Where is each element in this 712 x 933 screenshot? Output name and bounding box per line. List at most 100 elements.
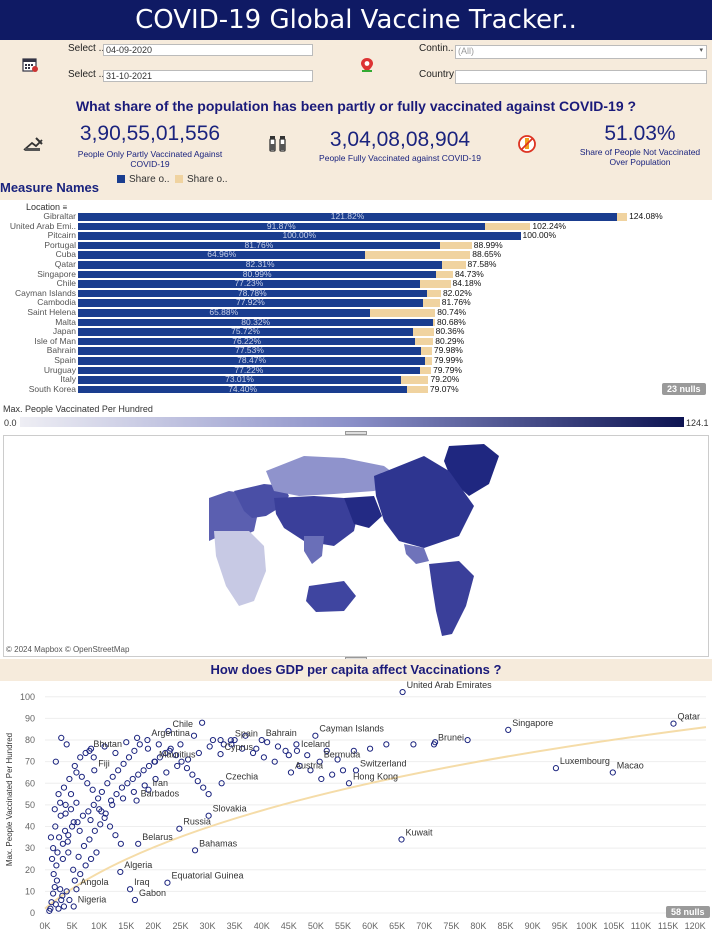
scatter-point[interactable] [366,745,374,752]
scatter-point-labeled[interactable] [165,727,172,735]
bar-partly[interactable] [369,309,436,317]
scatter-point-labeled[interactable] [205,812,212,819]
scatter-point[interactable] [101,743,108,750]
scatter-point[interactable] [109,801,116,809]
bar-fully[interactable] [78,261,443,269]
scatter-point[interactable] [131,747,138,754]
scatter-point-labeled[interactable] [227,737,234,744]
scatter-point[interactable] [189,771,196,778]
bar-partly[interactable] [617,213,628,221]
scatter-point[interactable] [134,734,141,741]
scatter-point[interactable] [76,827,83,834]
scatter-point[interactable] [57,799,64,806]
scatter-point[interactable] [285,752,292,759]
scatter-point[interactable] [115,767,122,774]
scatter-point[interactable] [194,778,201,785]
scatter-point[interactable] [87,816,94,824]
scatter-point[interactable] [410,741,417,748]
bar-partly[interactable] [401,376,429,384]
scatter-point-labeled[interactable] [144,736,151,744]
scatter-point[interactable] [339,767,347,774]
bar-partly[interactable] [484,222,531,231]
bar-fully[interactable] [78,280,420,288]
scatter-point[interactable] [152,775,159,783]
bar-partly[interactable] [439,241,472,250]
scatter-point[interactable] [98,788,105,796]
gdp-vaccination-scatter[interactable]: 0 10 20 30 40 50 60 70 80 90 100 0K 5K 10K 15K 20K 25K 30… [0,681,712,933]
scatter-point[interactable] [123,739,130,746]
bar-partly[interactable] [433,318,435,327]
bar-fully[interactable] [78,241,440,250]
scatter-point[interactable] [163,769,170,776]
scatter-point[interactable] [48,899,55,906]
scatter-point[interactable] [46,907,53,914]
scatter-point[interactable] [63,741,70,748]
scatter-point[interactable] [156,754,163,761]
bar-fully[interactable] [78,328,414,336]
bar-fully[interactable] [78,318,434,327]
scatter-point[interactable] [50,845,57,852]
bar-row[interactable]: South Korea 74.40% 79.07% [0,384,712,395]
bar-fully[interactable] [78,347,422,355]
scatter-point[interactable] [57,886,64,893]
scatter-point[interactable] [94,795,102,802]
scatter-point[interactable] [77,870,84,878]
scatter-point[interactable] [296,762,303,770]
scatter-point-labeled[interactable] [151,758,159,765]
scatter-point[interactable] [109,773,116,780]
bar-partly[interactable] [425,357,432,365]
scatter-point-labeled[interactable] [135,840,142,847]
scatter-point[interactable] [55,790,62,798]
bar-row[interactable]: Cayman Islands 78.78% 82.02% [0,288,712,299]
scatter-point[interactable] [63,888,70,895]
bar-partly[interactable] [365,251,471,259]
scatter-point[interactable] [65,849,72,856]
scatter-point[interactable] [144,745,152,752]
bar-fully[interactable] [78,357,426,365]
scatter-point[interactable] [77,754,84,761]
scatter-point[interactable] [323,747,330,754]
scatter-point[interactable] [209,736,217,744]
scatter-point-labeled[interactable] [345,780,353,787]
scatter-point[interactable] [307,767,314,774]
scatter-point[interactable] [67,790,75,798]
bar-row[interactable]: Gibraltar 121.82% 124.08% [0,211,712,222]
scatter-point-labeled[interactable] [552,765,560,772]
scatter-point-labeled[interactable] [287,769,295,776]
scatter-point[interactable] [174,762,181,770]
scatter-point-labeled[interactable] [258,736,265,744]
scatter-point[interactable] [136,741,143,748]
scatter-point[interactable] [57,812,64,819]
bar-row[interactable]: United Arab Emi.. 91.87% 102.24% [0,221,712,232]
scatter-point[interactable] [140,767,147,774]
bar-row[interactable]: Singapore 80.99% 84.73% [0,269,712,280]
scatter-point[interactable] [178,758,185,765]
bar-fully[interactable] [78,232,521,240]
bar-fully[interactable] [78,366,420,375]
bar-fully[interactable] [78,309,370,317]
scatter-point-labeled[interactable] [505,726,512,733]
scatter-point[interactable] [120,760,127,767]
scatter-point-labeled[interactable] [117,868,124,876]
scatter-point[interactable] [60,784,68,791]
scatter-point[interactable] [464,736,471,744]
bar-fully[interactable] [78,251,366,259]
scatter-point[interactable] [183,765,191,772]
bar-partly[interactable] [419,280,451,288]
continent-select[interactable]: (All) ▾ [455,45,707,59]
scatter-point[interactable] [293,741,300,748]
scatter-point-labeled[interactable] [218,780,225,787]
scatter-point[interactable] [106,823,114,830]
scatter-point[interactable] [87,855,95,863]
bar-row[interactable]: Cambodia 77.92% 81.76% [0,298,712,308]
scatter-point-labeled[interactable] [91,767,98,774]
scatter-point[interactable] [62,810,69,817]
scatter-point-labeled[interactable] [70,903,77,910]
bar-row[interactable]: Uruguay 77.22% 79.79% [0,365,712,376]
scatter-point[interactable] [220,741,227,748]
scatter-point[interactable] [75,853,82,860]
scatter-point[interactable] [51,806,58,813]
bar-nulls-badge[interactable]: 23 nulls [662,383,706,395]
scatter-point[interactable] [65,832,72,839]
scatter-point[interactable] [98,808,105,815]
